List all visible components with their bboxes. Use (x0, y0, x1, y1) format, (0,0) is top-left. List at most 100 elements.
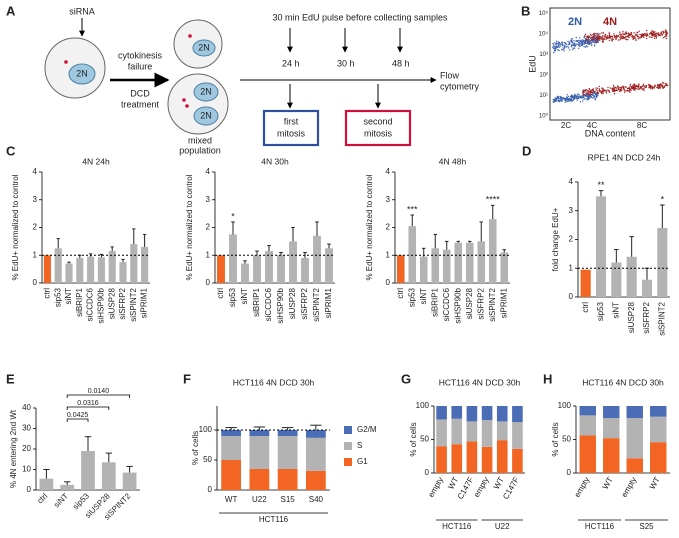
bar-segment (305, 470, 326, 490)
bar (477, 241, 486, 283)
cell-event (662, 37, 664, 39)
bar-segment (436, 419, 447, 447)
bar-segment (466, 441, 478, 473)
cell-event (632, 36, 635, 38)
x-tick-label: siBRIP1 (430, 287, 439, 316)
cell-event (608, 91, 610, 93)
cell-event (643, 33, 645, 35)
bar-segment (650, 442, 667, 473)
cell-event (595, 32, 597, 35)
cell-event (617, 35, 620, 37)
cell-event (650, 33, 653, 36)
cell-event (620, 87, 622, 90)
x-tick-label: 8C (637, 121, 647, 130)
cell-event (640, 36, 642, 38)
chart-title: 4N 30h (261, 156, 289, 166)
cell-event (584, 35, 586, 37)
cell-event (575, 97, 577, 99)
cell-event (606, 37, 609, 39)
y-axis-label: % EdU+ normalized to control (185, 174, 194, 280)
cell-event (579, 97, 582, 99)
cell-event (558, 97, 560, 100)
nucleus (193, 106, 219, 126)
cell-event (632, 37, 635, 39)
cell-event (630, 33, 633, 35)
cell-event (624, 33, 626, 36)
cell-event (570, 100, 572, 102)
cell-event (629, 91, 631, 94)
cell-event (558, 100, 560, 102)
cell-event (634, 37, 637, 39)
cell-event (632, 85, 634, 87)
cell-event (592, 91, 594, 93)
x-tick-label: siNT (240, 288, 249, 305)
x-tick-label: siCCDC6 (442, 287, 451, 321)
cell-event (607, 86, 609, 89)
cell-event (594, 35, 597, 37)
bar (97, 257, 105, 283)
cell-event (625, 32, 627, 34)
cell-event (663, 86, 665, 89)
cell-event (629, 83, 632, 86)
bar-segment (451, 406, 463, 419)
cell-event (620, 33, 622, 36)
cell-event (622, 32, 624, 34)
cell-event (625, 86, 627, 88)
cell-event (626, 87, 629, 90)
bar (325, 248, 333, 283)
cell-event (575, 36, 577, 39)
cell-event (642, 35, 645, 37)
y-tick-label: 10⁵ (539, 10, 549, 17)
cell-event (567, 40, 569, 43)
bar-segment (626, 418, 643, 459)
cell-event (656, 86, 658, 89)
bar-segment (496, 440, 508, 473)
cell-event (655, 37, 658, 39)
cell-event (562, 44, 564, 46)
cell-event (593, 91, 596, 93)
cell-event (625, 90, 627, 92)
panel-letters: A B C D E F G H (6, 3, 552, 386)
nucleus (192, 39, 216, 57)
cell-event (585, 89, 587, 92)
cell-event (557, 99, 559, 102)
cell-event (639, 33, 641, 36)
chart-title: HCT116 4N DCD 30h (233, 377, 315, 387)
y-tick-label: 2 (386, 223, 391, 232)
box-label: mitosis (364, 128, 393, 138)
bar-segment (221, 430, 242, 436)
cell-event (655, 32, 657, 35)
cell-event (567, 45, 569, 48)
cell-event (570, 98, 573, 100)
bar-segment (481, 420, 493, 447)
y-axis-label: % of cells (409, 422, 418, 456)
cell-event (588, 88, 590, 91)
cell-event (553, 51, 555, 54)
x-tick-label: siPRIM1 (140, 287, 149, 318)
y-tick-label: 100 (416, 401, 430, 410)
box-label: first (284, 116, 299, 126)
bar (611, 262, 622, 297)
ploidy-label: 2N (76, 68, 88, 78)
cell-event (663, 82, 665, 84)
cell-event (612, 84, 615, 87)
bar (54, 248, 62, 283)
cell-event (579, 40, 581, 43)
cell-event (568, 41, 570, 43)
cell-event (553, 47, 555, 50)
cell-event (564, 47, 566, 49)
cell-event (593, 35, 595, 38)
cell-event (617, 86, 620, 89)
x-tick-label: siHSP90b (276, 287, 285, 323)
cell-event (560, 98, 562, 100)
cell-event (587, 90, 589, 93)
cell-event (587, 96, 589, 98)
cell-event (588, 43, 590, 45)
cell-event (611, 38, 614, 40)
cell-event (573, 42, 576, 45)
cell-event (646, 32, 648, 34)
y-axis-label: EdU (527, 55, 537, 73)
cell-event (632, 35, 634, 37)
y-axis-label: % 4N entering 2nd Wt (9, 409, 18, 488)
cell-event (582, 40, 584, 43)
